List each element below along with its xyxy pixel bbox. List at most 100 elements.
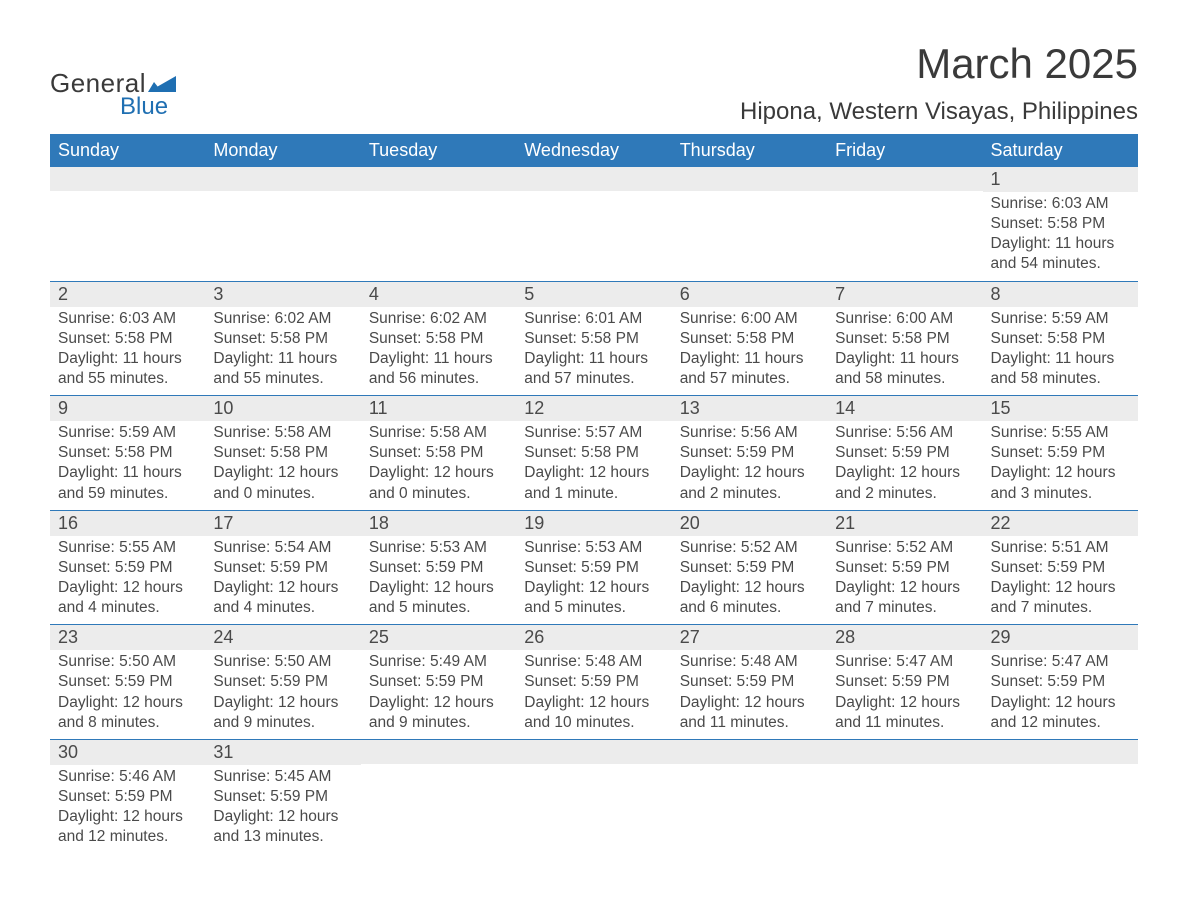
day-details: Sunrise: 5:45 AMSunset: 5:59 PMDaylight:… — [205, 765, 360, 854]
day-cell: 3Sunrise: 6:02 AMSunset: 5:58 PMDaylight… — [205, 281, 360, 396]
daylight-text: Daylight: 12 hours and 12 minutes. — [991, 693, 1130, 733]
day-number — [672, 740, 827, 764]
logo-text-blue: Blue — [120, 93, 168, 121]
day-cell: 1Sunrise: 6:03 AMSunset: 5:58 PMDaylight… — [983, 167, 1138, 281]
daylight-text: Daylight: 12 hours and 9 minutes. — [213, 693, 352, 733]
day-details: Sunrise: 5:59 AMSunset: 5:58 PMDaylight:… — [50, 421, 205, 510]
sunrise-text: Sunrise: 6:02 AM — [369, 309, 508, 329]
day-details: Sunrise: 5:55 AMSunset: 5:59 PMDaylight:… — [983, 421, 1138, 510]
day-number: 15 — [983, 396, 1138, 421]
day-details: Sunrise: 6:02 AMSunset: 5:58 PMDaylight:… — [361, 307, 516, 396]
day-details: Sunrise: 5:58 AMSunset: 5:58 PMDaylight:… — [205, 421, 360, 510]
day-details: Sunrise: 5:50 AMSunset: 5:59 PMDaylight:… — [50, 650, 205, 739]
daylight-text: Daylight: 12 hours and 10 minutes. — [524, 693, 663, 733]
sunrise-text: Sunrise: 6:02 AM — [213, 309, 352, 329]
daylight-text: Daylight: 11 hours and 59 minutes. — [58, 463, 197, 503]
daylight-text: Daylight: 12 hours and 5 minutes. — [524, 578, 663, 618]
sunrise-text: Sunrise: 5:55 AM — [991, 423, 1130, 443]
day-number — [516, 740, 671, 764]
sunset-text: Sunset: 5:59 PM — [680, 558, 819, 578]
sunset-text: Sunset: 5:59 PM — [680, 443, 819, 463]
daylight-text: Daylight: 12 hours and 1 minute. — [524, 463, 663, 503]
page-title: March 2025 — [740, 40, 1138, 88]
logo: General Blue — [50, 40, 176, 121]
day-cell: 9Sunrise: 5:59 AMSunset: 5:58 PMDaylight… — [50, 396, 205, 511]
day-cell: 20Sunrise: 5:52 AMSunset: 5:59 PMDayligh… — [672, 510, 827, 625]
sunset-text: Sunset: 5:58 PM — [680, 329, 819, 349]
day-number: 17 — [205, 511, 360, 536]
calendar-table: Sunday Monday Tuesday Wednesday Thursday… — [50, 134, 1138, 853]
sunrise-text: Sunrise: 5:49 AM — [369, 652, 508, 672]
day-details: Sunrise: 6:01 AMSunset: 5:58 PMDaylight:… — [516, 307, 671, 396]
day-cell — [983, 739, 1138, 853]
day-cell — [672, 739, 827, 853]
daylight-text: Daylight: 12 hours and 4 minutes. — [213, 578, 352, 618]
day-number: 5 — [516, 282, 671, 307]
col-saturday: Saturday — [983, 134, 1138, 167]
day-details — [672, 764, 827, 772]
sunrise-text: Sunrise: 5:58 AM — [213, 423, 352, 443]
day-cell: 13Sunrise: 5:56 AMSunset: 5:59 PMDayligh… — [672, 396, 827, 511]
day-details: Sunrise: 5:52 AMSunset: 5:59 PMDaylight:… — [672, 536, 827, 625]
sunrise-text: Sunrise: 5:55 AM — [58, 538, 197, 558]
col-wednesday: Wednesday — [516, 134, 671, 167]
day-cell: 14Sunrise: 5:56 AMSunset: 5:59 PMDayligh… — [827, 396, 982, 511]
day-cell: 18Sunrise: 5:53 AMSunset: 5:59 PMDayligh… — [361, 510, 516, 625]
sunset-text: Sunset: 5:59 PM — [991, 443, 1130, 463]
day-details: Sunrise: 6:03 AMSunset: 5:58 PMDaylight:… — [50, 307, 205, 396]
day-cell: 21Sunrise: 5:52 AMSunset: 5:59 PMDayligh… — [827, 510, 982, 625]
sunset-text: Sunset: 5:59 PM — [58, 787, 197, 807]
day-details: Sunrise: 6:03 AMSunset: 5:58 PMDaylight:… — [983, 192, 1138, 281]
day-number: 21 — [827, 511, 982, 536]
sunrise-text: Sunrise: 6:03 AM — [991, 194, 1130, 214]
sunrise-text: Sunrise: 5:57 AM — [524, 423, 663, 443]
day-cell — [516, 739, 671, 853]
sunrise-text: Sunrise: 5:53 AM — [369, 538, 508, 558]
sunrise-text: Sunrise: 5:51 AM — [991, 538, 1130, 558]
day-number: 11 — [361, 396, 516, 421]
day-cell — [205, 167, 360, 281]
day-details — [827, 764, 982, 772]
sunrise-text: Sunrise: 5:48 AM — [680, 652, 819, 672]
sunrise-text: Sunrise: 5:54 AM — [213, 538, 352, 558]
day-cell: 5Sunrise: 6:01 AMSunset: 5:58 PMDaylight… — [516, 281, 671, 396]
sunset-text: Sunset: 5:59 PM — [835, 558, 974, 578]
sunset-text: Sunset: 5:59 PM — [680, 672, 819, 692]
day-cell: 30Sunrise: 5:46 AMSunset: 5:59 PMDayligh… — [50, 739, 205, 853]
day-details: Sunrise: 5:56 AMSunset: 5:59 PMDaylight:… — [672, 421, 827, 510]
col-thursday: Thursday — [672, 134, 827, 167]
day-cell — [827, 167, 982, 281]
sunrise-text: Sunrise: 5:58 AM — [369, 423, 508, 443]
day-number: 16 — [50, 511, 205, 536]
daylight-text: Daylight: 12 hours and 0 minutes. — [369, 463, 508, 503]
day-details: Sunrise: 5:49 AMSunset: 5:59 PMDaylight:… — [361, 650, 516, 739]
sunrise-text: Sunrise: 5:52 AM — [680, 538, 819, 558]
day-number: 26 — [516, 625, 671, 650]
daylight-text: Daylight: 11 hours and 57 minutes. — [524, 349, 663, 389]
sunset-text: Sunset: 5:58 PM — [369, 443, 508, 463]
sunrise-text: Sunrise: 5:50 AM — [213, 652, 352, 672]
daylight-text: Daylight: 12 hours and 13 minutes. — [213, 807, 352, 847]
daylight-text: Daylight: 12 hours and 4 minutes. — [58, 578, 197, 618]
day-cell: 27Sunrise: 5:48 AMSunset: 5:59 PMDayligh… — [672, 625, 827, 740]
day-cell: 2Sunrise: 6:03 AMSunset: 5:58 PMDaylight… — [50, 281, 205, 396]
daylight-text: Daylight: 11 hours and 57 minutes. — [680, 349, 819, 389]
day-number: 9 — [50, 396, 205, 421]
day-number: 13 — [672, 396, 827, 421]
daylight-text: Daylight: 11 hours and 58 minutes. — [835, 349, 974, 389]
day-cell: 25Sunrise: 5:49 AMSunset: 5:59 PMDayligh… — [361, 625, 516, 740]
week-row: 23Sunrise: 5:50 AMSunset: 5:59 PMDayligh… — [50, 625, 1138, 740]
day-number: 25 — [361, 625, 516, 650]
day-number: 18 — [361, 511, 516, 536]
day-details — [672, 191, 827, 199]
day-details — [827, 191, 982, 199]
day-cell: 26Sunrise: 5:48 AMSunset: 5:59 PMDayligh… — [516, 625, 671, 740]
day-cell — [50, 167, 205, 281]
day-cell: 7Sunrise: 6:00 AMSunset: 5:58 PMDaylight… — [827, 281, 982, 396]
day-number: 24 — [205, 625, 360, 650]
day-number — [516, 167, 671, 191]
day-cell: 29Sunrise: 5:47 AMSunset: 5:59 PMDayligh… — [983, 625, 1138, 740]
sunset-text: Sunset: 5:58 PM — [524, 329, 663, 349]
day-details: Sunrise: 5:59 AMSunset: 5:58 PMDaylight:… — [983, 307, 1138, 396]
day-cell: 12Sunrise: 5:57 AMSunset: 5:58 PMDayligh… — [516, 396, 671, 511]
